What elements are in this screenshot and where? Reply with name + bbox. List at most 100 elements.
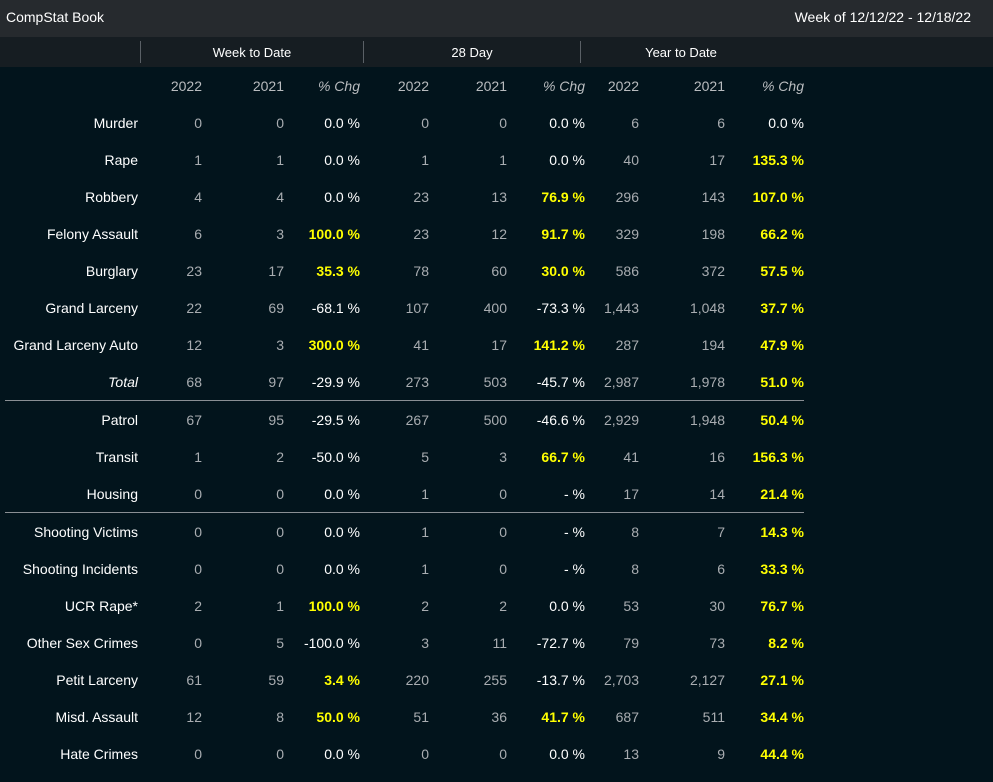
count-cell: 41 [413, 336, 429, 353]
pct-change-cell: 51.0 % [760, 373, 804, 390]
count-cell: 97 [268, 373, 284, 390]
row-label: Rape [104, 151, 138, 168]
count-cell: 1,948 [689, 411, 725, 428]
pct-change-cell: -72.7 % [536, 634, 585, 651]
table-row: Patrol 67 95 -29.5 % 267 500 -46.6 % 2,929 1,948… [5, 401, 804, 438]
count-cell: 95 [268, 411, 284, 428]
compstat-table: 2022 2021 % Chg 2022 2021 % Chg 2022 202… [5, 67, 804, 772]
table-body: Murder 0 0 0.0 % 0 0 0.0 % 6 6 0.0 % Rape 1 1 0.0 % 1 1… [5, 104, 804, 772]
pct-change-cell: 0.0 % [549, 114, 585, 131]
table-row: Transit 1 2 -50.0 % 5 3 66.7 % 41 16 156.3 % [5, 438, 804, 475]
count-cell: 8 [631, 523, 639, 540]
pct-change-cell: 100.0 % [308, 597, 360, 614]
count-cell: 2,929 [603, 411, 639, 428]
table-row: Total 68 97 -29.9 % 273 503 -45.7 % 2,987 1,978 5… [5, 363, 804, 401]
row-label: Shooting Victims [33, 523, 138, 540]
count-cell: 17 [623, 485, 639, 502]
pct-change-cell: -29.5 % [311, 411, 360, 428]
count-cell: 17 [709, 151, 725, 168]
count-cell: 59 [268, 671, 284, 688]
pct-change-cell: 0.0 % [324, 188, 360, 205]
table-row: Misd. Assault 12 8 50.0 % 51 36 41.7 % 687 511 34… [5, 698, 804, 735]
count-cell: 0 [499, 560, 507, 577]
count-cell: 0 [194, 114, 202, 131]
app-title: CompStat Book [6, 9, 105, 25]
count-cell: 73 [709, 634, 725, 651]
pct-change-cell: - % [564, 523, 585, 540]
table-row: Burglary 23 17 35.3 % 78 60 30.0 % 586 372 57.5 % [5, 252, 804, 289]
row-label: Transit [95, 448, 138, 465]
divider-line [5, 400, 804, 401]
col-header: 2022 [397, 77, 429, 94]
pct-change-cell: 47.9 % [760, 336, 804, 353]
count-cell: 13 [491, 188, 507, 205]
table-row: Grand Larceny Auto 12 3 300.0 % 41 17 141.2 % 2… [5, 326, 804, 363]
count-cell: 6 [717, 560, 725, 577]
count-cell: 0 [276, 485, 284, 502]
count-cell: 2 [499, 597, 507, 614]
count-cell: 2,703 [603, 671, 639, 688]
pct-change-cell: 0.0 % [768, 114, 804, 131]
pct-change-cell: 0.0 % [324, 745, 360, 762]
count-cell: 3 [276, 336, 284, 353]
table-row: Felony Assault 6 3 100.0 % 23 12 91.7 % 329 198 6… [5, 215, 804, 252]
col-header: % Chg [317, 77, 360, 94]
pct-change-cell: 0.0 % [549, 151, 585, 168]
group-week-to-date: Week to Date [212, 45, 292, 60]
count-cell: 41 [623, 448, 639, 465]
count-cell: 22 [186, 299, 202, 316]
pct-change-cell: 8.2 % [768, 634, 804, 651]
row-label: Murder [93, 114, 138, 131]
count-cell: 6 [717, 114, 725, 131]
count-cell: 78 [413, 262, 429, 279]
pct-change-cell: 57.5 % [760, 262, 804, 279]
pct-change-cell: -45.7 % [536, 373, 585, 390]
count-cell: 372 [701, 262, 725, 279]
pct-change-cell: 50.4 % [760, 411, 804, 428]
count-cell: 1 [421, 485, 429, 502]
pct-change-cell: 0.0 % [324, 151, 360, 168]
count-cell: 0 [276, 745, 284, 762]
pct-change-cell: 66.7 % [541, 448, 585, 465]
count-cell: 1,048 [689, 299, 725, 316]
row-label: Petit Larceny [56, 671, 138, 688]
pct-change-cell: 27.1 % [760, 671, 804, 688]
row-label: Grand Larceny [45, 299, 138, 316]
count-cell: 194 [701, 336, 725, 353]
pct-change-cell: 141.2 % [533, 336, 585, 353]
pct-change-cell: 91.7 % [541, 225, 585, 242]
count-cell: 12 [186, 336, 202, 353]
count-cell: 4 [194, 188, 202, 205]
pct-change-cell: 50.0 % [316, 708, 360, 725]
count-cell: 0 [421, 745, 429, 762]
count-cell: 0 [194, 560, 202, 577]
row-label: Other Sex Crimes [26, 634, 138, 651]
pct-change-cell: 0.0 % [324, 523, 360, 540]
count-cell: 1 [276, 597, 284, 614]
pct-change-cell: - % [564, 560, 585, 577]
pct-change-cell: -50.0 % [311, 448, 360, 465]
table-row: Shooting Victims 0 0 0.0 % 1 0 - % 8 7 14.3 % [5, 513, 804, 550]
row-label: Robbery [85, 188, 138, 205]
count-cell: 8 [276, 708, 284, 725]
count-cell: 273 [405, 373, 429, 390]
count-cell: 1,443 [603, 299, 639, 316]
count-cell: 1,978 [689, 373, 725, 390]
pct-change-cell: 76.7 % [760, 597, 804, 614]
table-row: Robbery 4 4 0.0 % 23 13 76.9 % 296 143 107.0 % [5, 178, 804, 215]
row-label: Grand Larceny Auto [13, 336, 138, 353]
divider-line [5, 512, 804, 513]
count-cell: 23 [413, 225, 429, 242]
pct-change-cell: 21.4 % [760, 485, 804, 502]
pct-change-cell: -68.1 % [311, 299, 360, 316]
count-cell: 586 [615, 262, 639, 279]
row-label: Patrol [101, 411, 138, 428]
count-cell: 500 [483, 411, 507, 428]
table-row: Hate Crimes 0 0 0.0 % 0 0 0.0 % 13 9 44.4 % [5, 735, 804, 772]
count-cell: 40 [623, 151, 639, 168]
group-separator [140, 41, 141, 63]
table-row: Petit Larceny 61 59 3.4 % 220 255 -13.7 % 2,703… [5, 661, 804, 698]
count-cell: 1 [194, 448, 202, 465]
count-cell: 1 [421, 151, 429, 168]
count-cell: 220 [405, 671, 429, 688]
